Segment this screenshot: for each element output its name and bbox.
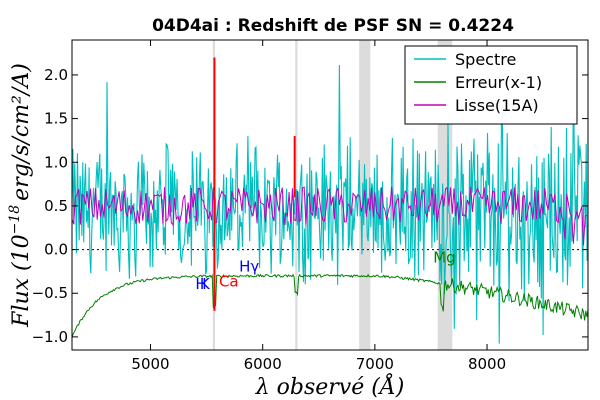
annotation-1: K [200, 275, 211, 293]
x-tick-label-2: 7000 [356, 355, 394, 373]
chart-title: 04D4ai : Redshift de PSF SN = 0.4224 [152, 16, 514, 36]
y-axis-label-main: Flux (10 [9, 234, 34, 327]
series-line-lisse-15a- [72, 186, 588, 246]
y-tick-label-6: 2.0 [44, 66, 68, 84]
y-tick-label-1: −0.5 [32, 284, 68, 302]
y-tick-label-2: 0.0 [44, 241, 68, 259]
annotation-4: Mg [433, 249, 455, 267]
x-tick-label-3: 8000 [468, 355, 506, 373]
annotation-2: Ca [219, 272, 239, 290]
annotation-3: Hγ [239, 257, 259, 275]
series-line-erreur-x-1- [72, 273, 588, 338]
red-spikes [213, 57, 296, 311]
legend-label-1: Erreur(x-1) [455, 73, 542, 92]
y-axis-label-rest: erg/s/cm²/A) [9, 63, 34, 201]
y-axis-label-exponent: −18 [7, 205, 23, 235]
legend: Spectre Erreur(x-1) Lisse(15A) [404, 45, 578, 125]
legend-label-2: Lisse(15A) [455, 96, 539, 115]
plot-frame [71, 39, 589, 351]
x-axis-ticks: 5000 6000 7000 8000 [131, 40, 506, 373]
y-tick-label-3: 0.5 [44, 197, 68, 215]
y-axis-label: Flux (10−18 erg/s/cm²/A) [7, 63, 34, 328]
y-tick-label-4: 1.0 [44, 153, 68, 171]
legend-label-0: Spectre [455, 50, 516, 69]
y-tick-label-0: −1.0 [32, 328, 68, 346]
x-tick-label-1: 6000 [244, 355, 282, 373]
x-axis-label: λ observé (Å) [255, 372, 405, 400]
x-tick-label-0: 5000 [131, 355, 169, 373]
annotation-0: H [195, 275, 206, 293]
y-axis-ticks: −1.0 −0.5 0.0 0.5 1.0 1.5 2.0 [32, 66, 588, 346]
y-tick-label-5: 1.5 [44, 110, 68, 128]
svg-text:Flux (10−18erg/s/cm²/A): Flux (10−18 erg/s/cm²/A) [7, 63, 34, 328]
